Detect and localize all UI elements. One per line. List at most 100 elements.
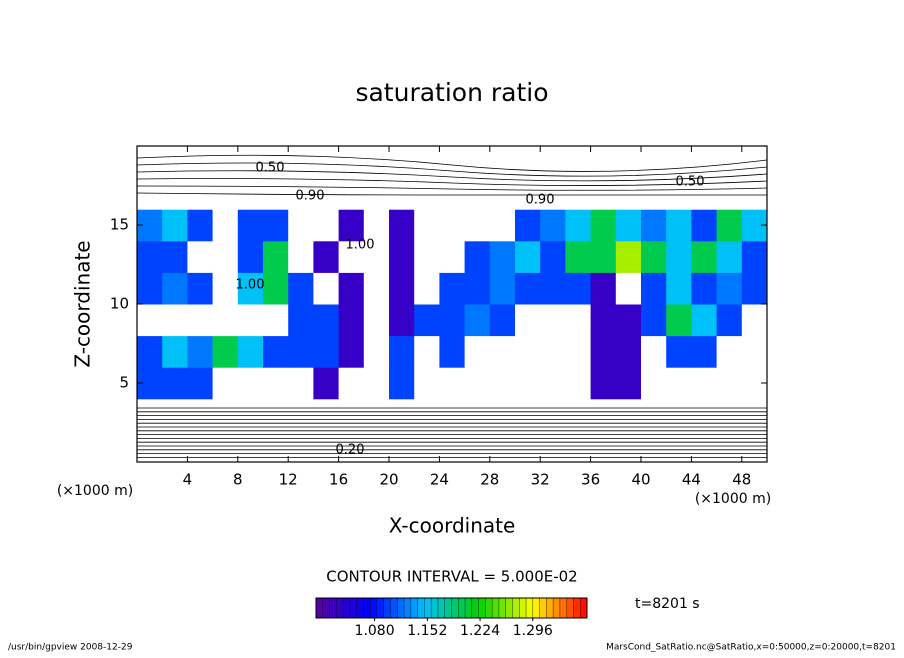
field-cell (363, 304, 390, 337)
colorbar-swatch (424, 598, 432, 618)
colorbar-swatch (417, 598, 425, 618)
contour-label: 1.00 (346, 238, 375, 253)
field-cell (716, 240, 743, 273)
field-cell (263, 398, 289, 431)
time-label: t=8201 s (635, 596, 700, 612)
field-cell (590, 272, 617, 305)
field-cell (565, 367, 592, 400)
field-cell (187, 272, 214, 305)
field-cell (515, 335, 541, 368)
colorbar-swatch (465, 598, 473, 618)
x-tick-label: 16 (329, 471, 348, 489)
field-cell (691, 335, 718, 368)
field-cell (237, 209, 264, 242)
field-cell (590, 398, 617, 431)
field-cell (389, 398, 415, 431)
field-cell (590, 335, 617, 368)
field-cell (212, 209, 239, 242)
field-cell (641, 209, 667, 242)
field-cell (716, 335, 743, 368)
colorbar-swatch (573, 598, 581, 618)
colorbar-swatch (478, 598, 486, 618)
colorbar-tick-label: 1.296 (513, 623, 553, 639)
colorbar-swatch (505, 598, 513, 618)
colorbar-swatch (383, 598, 391, 618)
field-cell (666, 177, 692, 210)
field-cell (389, 272, 415, 305)
field-cell (288, 367, 314, 400)
y-tick-label: 5 (119, 374, 129, 392)
field-cell (489, 272, 516, 305)
field-cell (666, 367, 692, 400)
field-cell (389, 367, 415, 400)
field-cell (212, 146, 239, 179)
field-cell (162, 398, 188, 431)
field-cell (691, 367, 718, 400)
colorbar-tick-label: 1.152 (407, 623, 447, 639)
field-cell (389, 304, 415, 337)
field-cell (414, 177, 440, 210)
y-axis-label: Z-coordinate (71, 240, 95, 367)
x-tick-label: 44 (682, 471, 701, 489)
colorbar-swatch (349, 598, 357, 618)
field-cell (741, 335, 768, 368)
field-cell (263, 209, 289, 242)
colorbar-swatch (376, 598, 385, 618)
field-cell (540, 398, 566, 431)
field-cell (263, 335, 289, 368)
field-cell (439, 240, 466, 273)
colorbar-swatch (356, 598, 364, 618)
contour-label: 0.90 (296, 189, 325, 204)
field-cell (590, 146, 617, 179)
field-cell (363, 335, 390, 368)
colorbar-swatch (437, 598, 446, 618)
field-cell (338, 398, 365, 431)
footer-right: MarsCond_SatRatio.nc@SatRatio,x=0:50000,… (606, 643, 896, 653)
colorbar-swatch (512, 598, 520, 618)
field-cell (666, 335, 692, 368)
field-cell (565, 398, 592, 431)
field-cell (389, 240, 415, 273)
field-cell (414, 240, 440, 273)
colorbar-swatch (566, 598, 574, 618)
field-cell (288, 398, 314, 431)
field-cell (212, 272, 239, 305)
field-cell (288, 177, 314, 210)
x-tick-label: 36 (581, 471, 600, 489)
field-cell (615, 335, 642, 368)
field-cell (263, 240, 289, 273)
field-cell (288, 335, 314, 368)
field-cell (338, 240, 365, 273)
field-cell (389, 209, 415, 242)
field-cell (741, 146, 768, 179)
field-cell (590, 177, 617, 210)
field-cell (741, 240, 768, 273)
field-cell (162, 304, 188, 337)
field-cell (515, 367, 541, 400)
colorbar-tick-label: 1.224 (460, 623, 500, 639)
field-cell (338, 367, 365, 400)
field-cell (237, 177, 264, 210)
field-cell (439, 272, 466, 305)
field-cell (540, 367, 566, 400)
field-cell (590, 240, 617, 273)
x-tick-label: 20 (379, 471, 398, 489)
field-cell (187, 367, 214, 400)
colorbar-swatch (343, 598, 351, 618)
field-cell (414, 272, 440, 305)
x-tick-label: 4 (183, 471, 193, 489)
field-cell (263, 272, 289, 305)
field-cell (439, 209, 466, 242)
field-cell (414, 335, 440, 368)
field-cell (187, 209, 214, 242)
field-cell (187, 304, 214, 337)
field-cell (590, 209, 617, 242)
field-cell (489, 304, 516, 337)
field-cell (540, 209, 566, 242)
field-cell (590, 304, 617, 337)
field-cell (464, 335, 491, 368)
field-cell (464, 304, 491, 337)
field-cell (212, 304, 239, 337)
field-cell (641, 146, 667, 179)
field-cell (162, 335, 188, 368)
